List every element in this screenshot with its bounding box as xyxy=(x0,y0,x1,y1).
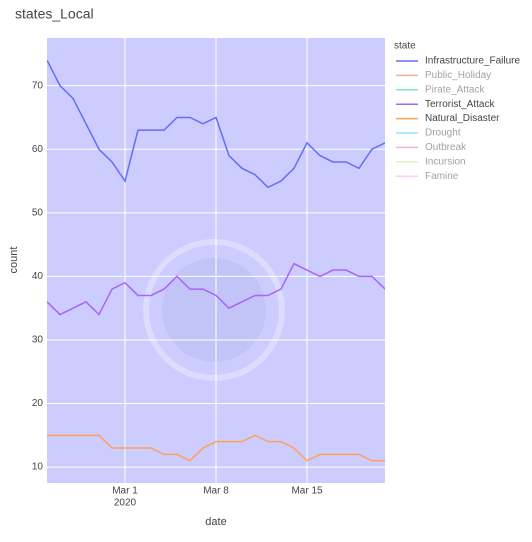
watermark xyxy=(162,258,266,362)
legend-label: Outbreak xyxy=(425,142,467,153)
watermark xyxy=(143,239,285,381)
x-tick-year: 2020 xyxy=(114,498,137,509)
chart-title: states_Local xyxy=(15,6,94,22)
y-tick-label: 60 xyxy=(32,144,44,155)
y-tick-label: 40 xyxy=(32,271,44,282)
y-axis-title: count xyxy=(8,247,20,274)
series-line xyxy=(47,262,385,316)
legend-label: Drought xyxy=(425,128,461,139)
x-tick-label: Mar 1 xyxy=(112,486,138,497)
x-axis-title: date xyxy=(205,516,226,528)
legend-label: Famine xyxy=(425,171,459,182)
x-tick-label: Mar 8 xyxy=(203,486,229,497)
legend-label: Infrastructure_Failure xyxy=(425,56,520,67)
legend-label: Incursion xyxy=(425,156,466,167)
legend-label: Pirate_Attack xyxy=(425,84,485,95)
y-tick-label: 50 xyxy=(32,207,44,218)
y-tick-label: 30 xyxy=(32,335,44,346)
series-line xyxy=(47,59,385,189)
y-tick-label: 20 xyxy=(32,398,44,409)
y-tick-label: 70 xyxy=(32,80,44,91)
y-tick-label: 10 xyxy=(32,462,44,473)
legend-label: Public_Holiday xyxy=(425,70,491,81)
legend-title: state xyxy=(394,41,416,52)
x-tick-label: Mar 15 xyxy=(291,486,323,497)
legend-label: Natural_Disaster xyxy=(425,113,500,124)
legend-label: Terrorist_Attack xyxy=(425,99,495,110)
series-line xyxy=(47,434,385,462)
